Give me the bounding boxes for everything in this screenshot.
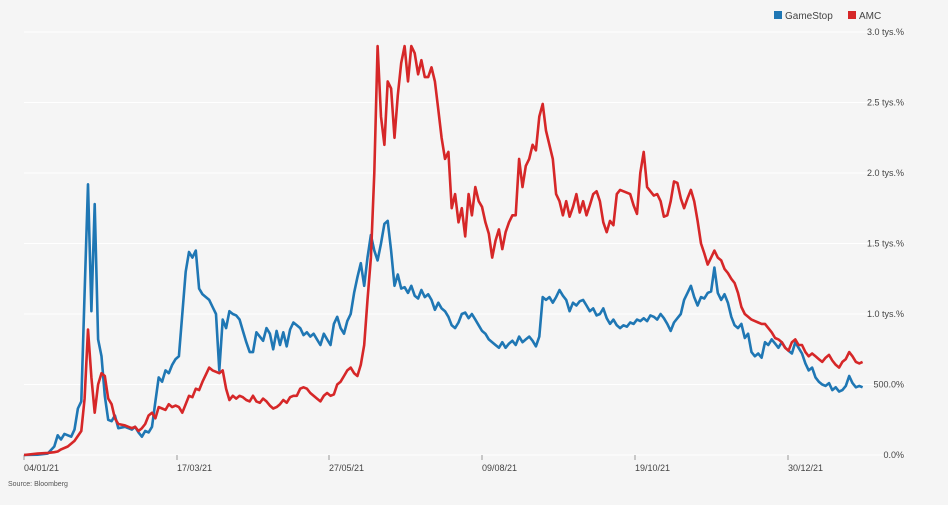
x-tick-label: 17/03/21 [177,463,212,473]
y-tick-label: 1.0 tys.% [867,309,904,319]
legend: GameStop AMC [774,11,881,22]
series-lines [23,44,864,457]
series-line-gamestop [23,183,864,457]
y-tick-label: 2.0 tys.% [867,168,904,178]
x-tick-label: 04/01/21 [24,463,59,473]
y-axis-ticks: 0.0% 500.0% 1.0 tys.% 1.5 tys.% 2.0 tys.% 2.5… [867,27,904,460]
x-tick-label: 19/10/21 [635,463,670,473]
source-note: Source: Bloomberg [8,481,68,488]
legend-label: AMC [859,11,881,22]
x-axis-ticks: 04/01/21 17/03/21 27/05/21 09/08/21 19/10/21… [23,455,823,473]
legend-swatch [848,11,856,19]
y-tick-label: 500.0% [873,380,904,390]
x-tick-label: 09/08/21 [482,463,517,473]
y-tick-label: 0.0% [883,450,904,460]
y-tick-label: 2.5 tys.% [867,98,904,108]
y-tick-label: 1.5 tys.% [867,239,904,249]
legend-swatch [774,11,782,19]
x-tick-label: 30/12/21 [788,463,823,473]
y-tick-label: 3.0 tys.% [867,27,904,37]
legend-label: GameStop [785,11,833,22]
x-tick-label: 27/05/21 [329,463,364,473]
series-line-amc [23,44,864,457]
